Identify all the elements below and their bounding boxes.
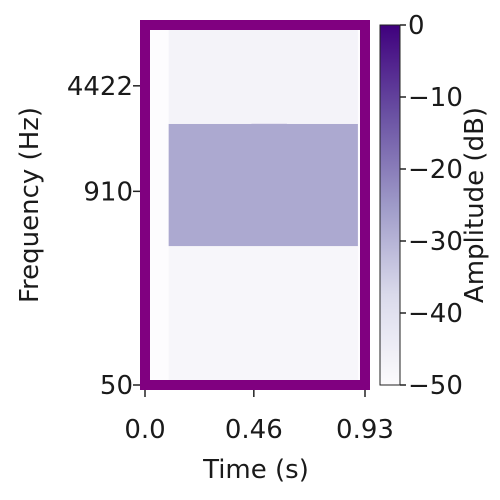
heatmap-region-4 [168, 28, 358, 124]
x-tick-label: 0.0 [124, 415, 165, 445]
colorbar-ticks: 0 −10 −20 −30 −40 −50 [400, 11, 463, 401]
y-tick-label: 910 [83, 177, 133, 207]
y-axis-ticks: 50 910 4422 [67, 72, 140, 401]
colorbar: 0 −10 −20 −30 −40 −50 Amplitude (dB) [379, 11, 490, 401]
colorbar-tick-label: 0 [408, 11, 425, 41]
y-tick-label: 4422 [67, 72, 133, 102]
x-axis-ticks: 0.0 0.46 0.93 [124, 390, 394, 445]
x-tick-label: 0.46 [225, 415, 283, 445]
colorbar-tick-label: −20 [408, 155, 463, 185]
heatmap-region-1 [168, 123, 358, 247]
heatmap-region-3 [168, 246, 358, 385]
colorbar-tick-label: −10 [408, 83, 463, 113]
colorbar-tick-label: −40 [408, 299, 463, 329]
colorbar-tick-label: −30 [408, 227, 463, 257]
heatmap-plot-area [140, 20, 370, 390]
x-tick-label: 0.93 [336, 415, 394, 445]
y-tick-label: 50 [100, 371, 133, 401]
x-axis-label: Time (s) [202, 455, 309, 485]
colorbar-gradient [379, 24, 401, 386]
y-axis-label: Frequency (Hz) [15, 107, 45, 303]
plot-frame [140, 20, 370, 390]
colorbar-tick-label: −50 [408, 371, 463, 401]
colorbar-label: Amplitude (dB) [460, 107, 490, 303]
